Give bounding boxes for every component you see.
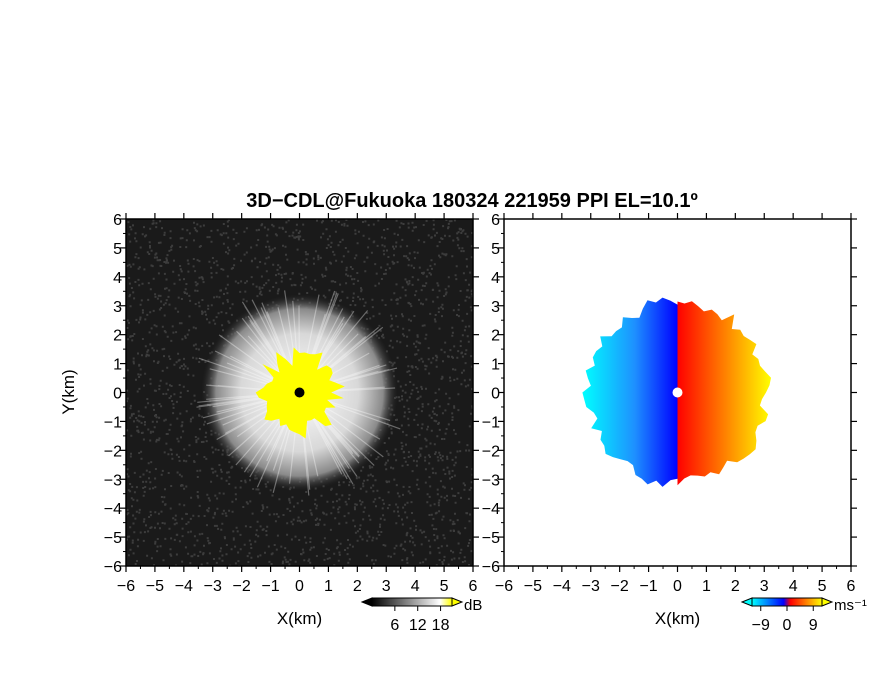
x-tick-label: 3 xyxy=(760,578,769,595)
colorbar-tick-label: −9 xyxy=(752,617,770,634)
receding-region xyxy=(677,299,771,486)
y-tick-label: −3 xyxy=(104,472,122,489)
velocity-panel: −6 6 −5 5 −4 4 −3 3 −2 2 −1 1 0 0 1 −1 2 −2 3 −3 4 −4 5 −5 6 −6 X… xyxy=(482,212,857,628)
y-tick-label: 6 xyxy=(113,212,122,229)
reflectivity-echo xyxy=(196,290,401,496)
colorbar-tick-label: 0 xyxy=(783,617,792,634)
x-tick-label: −5 xyxy=(146,578,164,595)
x-axis-label-right: X(km) xyxy=(655,609,700,628)
x-tick-label: −2 xyxy=(233,578,251,595)
reflectivity-panel: −6 6 −5 5 −4 4 −3 3 −2 2 −1 1 0 0 1 −1 2 −2 3 −3 4 −4 5 −5 6 −6 X… xyxy=(59,212,479,628)
x-tick-label: −5 xyxy=(524,578,542,595)
x-tick-label: 0 xyxy=(295,578,304,595)
x-tick-label: 3 xyxy=(382,578,391,595)
y-tick-label: 1 xyxy=(491,357,500,374)
radar-site-marker xyxy=(294,387,305,398)
x-tick-label: −4 xyxy=(175,578,193,595)
y-tick-label: −6 xyxy=(104,559,122,576)
x-tick-label: 5 xyxy=(818,578,827,595)
x-tick-label: −6 xyxy=(117,578,135,595)
y-tick-label: 3 xyxy=(491,299,500,316)
x-tick-label: −6 xyxy=(495,578,513,595)
colorbar-tick-label: 6 xyxy=(390,617,399,634)
x-tick-label: −4 xyxy=(553,578,571,595)
velocity-ticks: −6 6 −5 5 −4 4 −3 3 −2 2 −1 1 0 0 1 −1 2 −2 3 −3 4 −4 5 −5 6 −6 xyxy=(482,212,857,595)
x-tick-label: −3 xyxy=(582,578,600,595)
x-tick-label: 1 xyxy=(702,578,711,595)
y-axis-label: Y(km) xyxy=(59,369,78,414)
reflectivity-colorbar: 6 12 18 dB xyxy=(360,597,482,634)
y-tick-label: 2 xyxy=(113,328,122,345)
colorbar-tick-label: 12 xyxy=(409,617,427,634)
x-tick-label: 2 xyxy=(353,578,362,595)
colorbar-gradient xyxy=(371,597,453,607)
x-axis-label-left: X(km) xyxy=(277,609,322,628)
y-tick-label: 3 xyxy=(113,299,122,316)
x-tick-label: 2 xyxy=(731,578,740,595)
x-tick-label: 0 xyxy=(673,578,682,595)
y-tick-label: 0 xyxy=(491,386,500,403)
y-tick-label: 5 xyxy=(491,241,500,258)
y-tick-label: −3 xyxy=(482,472,500,489)
reflectivity-ticks: −6 6 −5 5 −4 4 −3 3 −2 2 −1 1 0 0 1 −1 2 −2 3 −3 4 −4 5 −5 6 −6 xyxy=(104,212,479,595)
y-tick-label: −2 xyxy=(104,443,122,460)
y-tick-label: −2 xyxy=(482,443,500,460)
x-tick-label: 6 xyxy=(847,578,856,595)
radar-site-marker-right xyxy=(672,387,683,398)
y-tick-label: 6 xyxy=(491,212,500,229)
colorbar-unit: ms⁻¹ xyxy=(834,597,867,614)
approaching-region xyxy=(582,297,678,487)
colorbar-gradient xyxy=(751,597,823,607)
x-tick-label: −1 xyxy=(261,578,279,595)
x-tick-label: −1 xyxy=(639,578,657,595)
x-tick-label: 5 xyxy=(440,578,449,595)
x-tick-label: −3 xyxy=(204,578,222,595)
y-tick-label: 1 xyxy=(113,357,122,374)
colorbar-tick-label: 18 xyxy=(432,617,450,634)
velocity-echo xyxy=(582,297,771,487)
chart-title: 3D−CDL@Fukuoka 180324 221959 PPI EL=10.1… xyxy=(246,190,698,212)
colorbar-high-arrow xyxy=(821,597,834,607)
x-tick-label: 4 xyxy=(789,578,798,595)
y-tick-label: −4 xyxy=(482,501,500,518)
x-tick-label: −2 xyxy=(611,578,629,595)
y-tick-label: 5 xyxy=(113,241,122,258)
colorbar-unit: dB xyxy=(464,597,482,614)
y-tick-label: −1 xyxy=(482,414,500,431)
colorbar-high-arrow xyxy=(451,597,464,607)
y-tick-label: 0 xyxy=(113,386,122,403)
x-tick-label: 1 xyxy=(324,578,333,595)
y-tick-label: 2 xyxy=(491,328,500,345)
colorbar-low-arrow xyxy=(360,597,373,607)
y-tick-label: 4 xyxy=(113,270,122,287)
y-tick-label: −5 xyxy=(482,530,500,547)
y-tick-label: −5 xyxy=(104,530,122,547)
y-tick-label: −4 xyxy=(104,501,122,518)
y-tick-label: −1 xyxy=(104,414,122,431)
y-tick-label: 4 xyxy=(491,270,500,287)
x-tick-label: 4 xyxy=(411,578,420,595)
y-tick-label: −6 xyxy=(482,559,500,576)
echo-rays xyxy=(196,290,401,496)
colorbar-low-arrow xyxy=(740,597,753,607)
x-tick-label: 6 xyxy=(469,578,478,595)
velocity-colorbar: −9 0 9 ms⁻¹ xyxy=(740,597,867,634)
colorbar-tick-label: 9 xyxy=(809,617,818,634)
